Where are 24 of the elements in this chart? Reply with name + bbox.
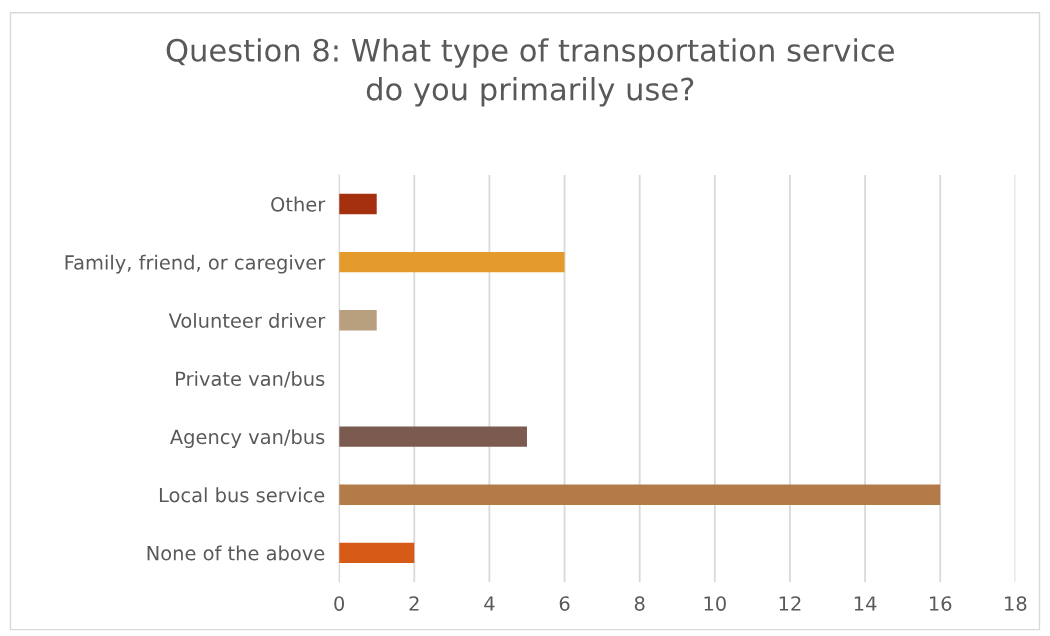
x-tick-label: 12 bbox=[779, 596, 801, 611]
y-tick-label: Other bbox=[271, 196, 326, 212]
y-tick-label: Local bus service bbox=[159, 487, 325, 503]
y-tick-label: Agency van/bus bbox=[170, 429, 325, 448]
chart-title: Question 8: What type of transportation service do you primarily use? bbox=[166, 38, 894, 107]
x-tick-label: 2 bbox=[409, 596, 419, 611]
bar bbox=[339, 193, 377, 215]
x-tick-label: 14 bbox=[854, 596, 877, 611]
y-tick-label: Private van/bus bbox=[176, 371, 325, 388]
x-tick-label: 18 bbox=[1005, 596, 1027, 611]
x-tick-label: 10 bbox=[704, 596, 726, 611]
bar bbox=[339, 484, 941, 505]
bar bbox=[339, 310, 377, 331]
y-tick-label: Family, friend, or caregiver bbox=[65, 254, 326, 274]
bar bbox=[339, 542, 415, 564]
x-tick-label: 4 bbox=[484, 596, 495, 611]
x-tick-label: 8 bbox=[634, 596, 645, 611]
bar bbox=[339, 426, 527, 447]
y-tick-label: Volunteer driver bbox=[168, 312, 326, 328]
x-tick-label: 16 bbox=[929, 596, 952, 611]
bar bbox=[339, 251, 565, 273]
x-tick-label: 0 bbox=[334, 596, 345, 611]
x-tick-label: 6 bbox=[559, 596, 570, 611]
y-tick-label: None of the above bbox=[147, 545, 325, 561]
